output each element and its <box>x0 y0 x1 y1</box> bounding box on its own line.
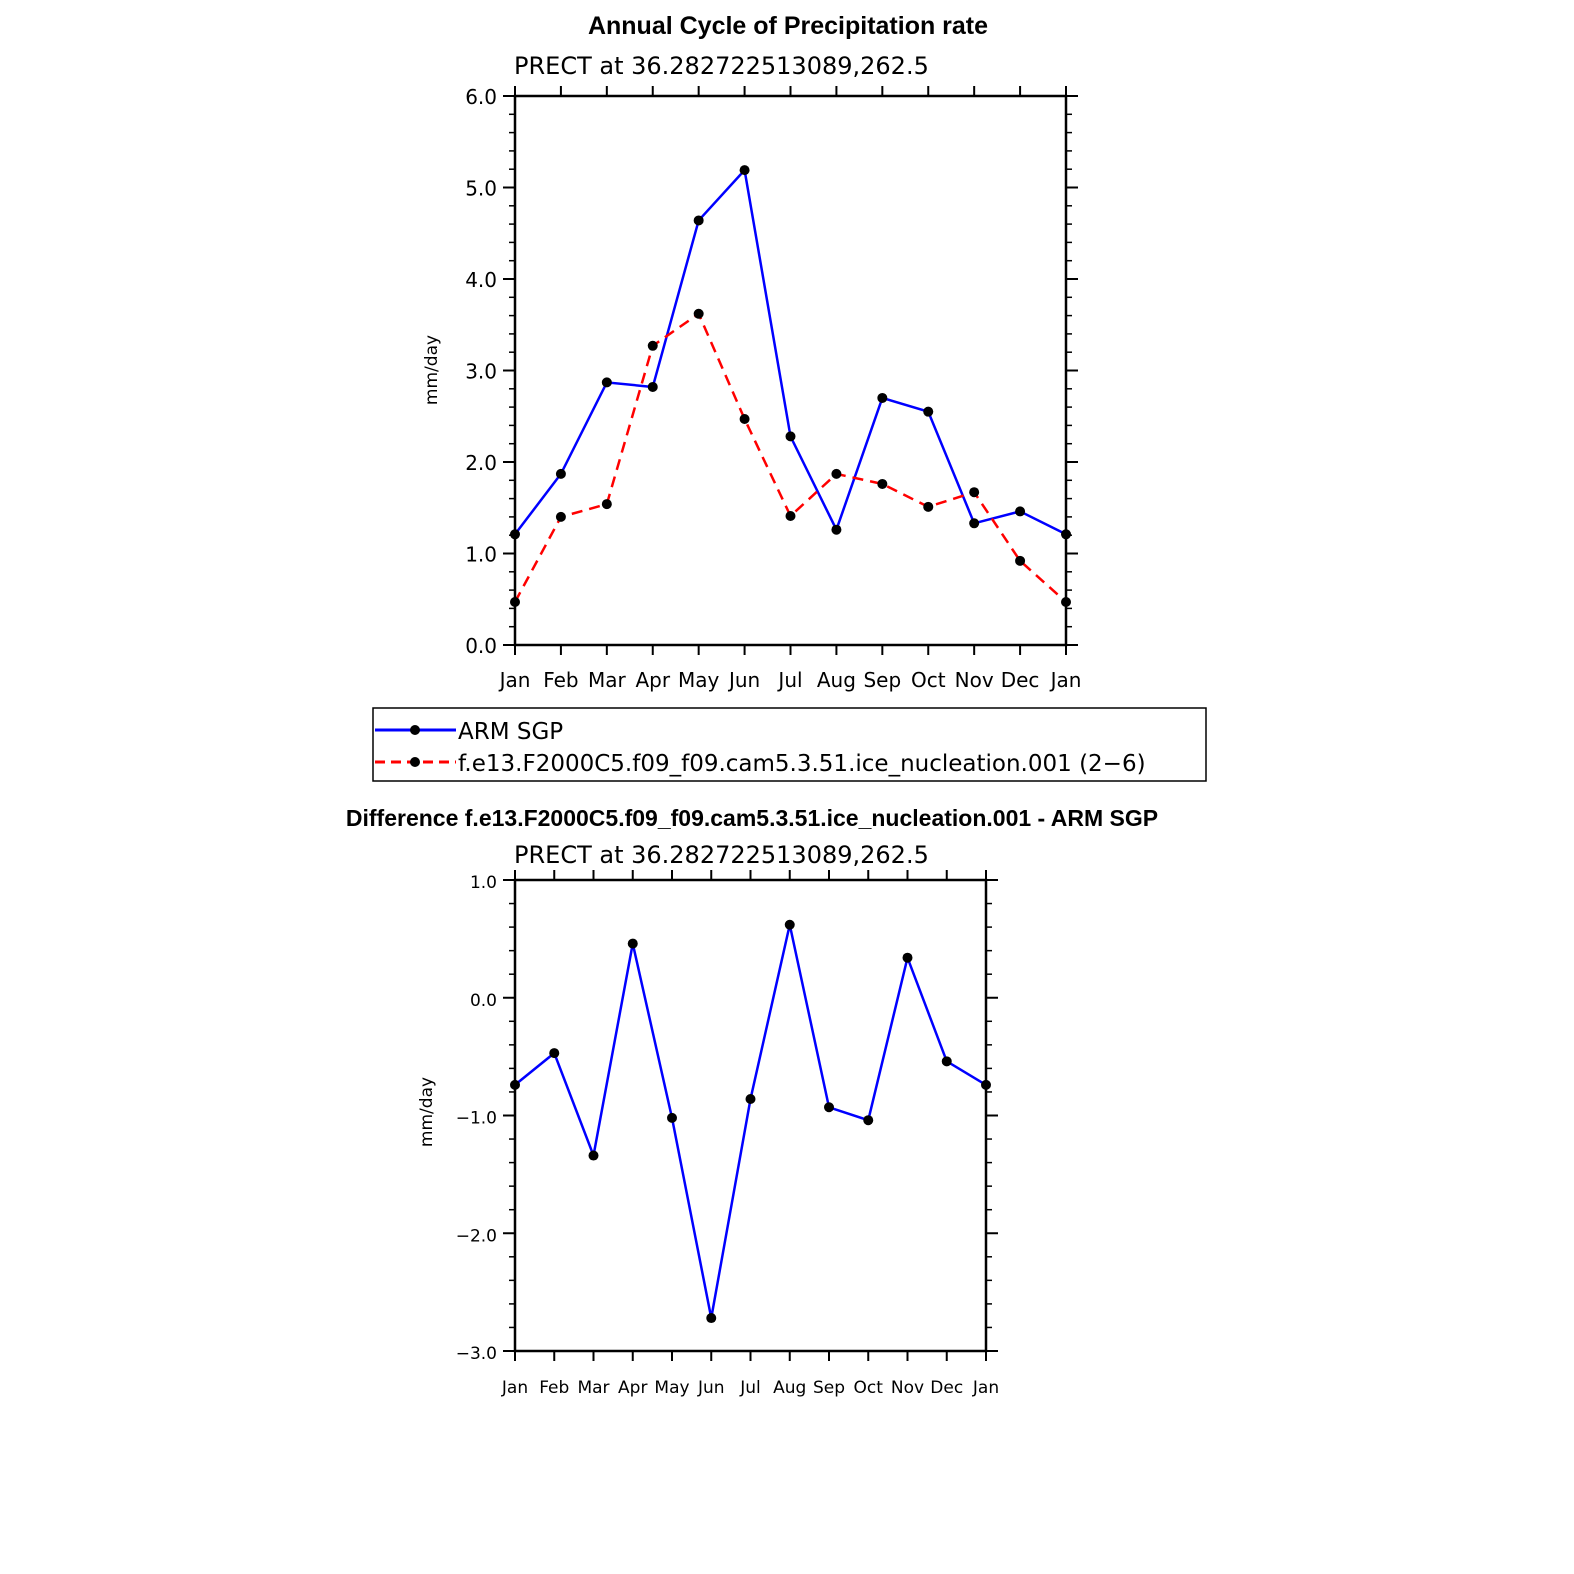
chart0-point-0 <box>739 165 750 176</box>
chart0-xtick-label: Apr <box>635 668 670 692</box>
chart0-point-0 <box>969 518 980 529</box>
chart0-point-0 <box>555 468 566 479</box>
chart0-xtick-label: Aug <box>817 668 856 692</box>
chart0-series-line-0 <box>514 167 1067 536</box>
chart2-ylabel: mm/day <box>417 1077 437 1147</box>
chart1-xtick-label: Sep <box>813 1378 845 1398</box>
chart0-point-1 <box>785 510 796 521</box>
legend-arm-marker <box>410 725 420 735</box>
chart0-point-0 <box>1061 529 1071 540</box>
chart0-xtick-label: Jul <box>776 668 802 692</box>
chart1-ytick-label: −2.0 <box>456 1226 497 1246</box>
chart0-xtick-label: Jan <box>1049 668 1082 692</box>
chart0-point-1 <box>1061 596 1071 607</box>
chart0-point-1 <box>510 596 520 607</box>
chart2-plot: Jan Feb Mar Apr May Jun Jul Aug Sep Oct Nov Dec Jan−… <box>456 870 999 1398</box>
chart0-point-1 <box>739 413 750 424</box>
chart0-xtick-label: Mar <box>588 668 627 692</box>
chart1-point-0 <box>745 1094 756 1105</box>
chart1-point-0 <box>549 1048 560 1059</box>
chart1-point-0 <box>902 952 913 963</box>
chart0-xtick-label: May <box>678 668 720 692</box>
legend: ARM SGP f.e13.F2000C5.f09_f09.cam5.3.51.… <box>372 707 1207 782</box>
chart1-title: Annual Cycle of Precipitation rate <box>588 12 988 40</box>
chart1-point-0 <box>588 1150 599 1161</box>
chart0-ytick-label: 0.0 <box>465 634 497 658</box>
chart1-series-line-0 <box>514 924 987 1319</box>
chart1-xtick-label: Dec <box>930 1378 963 1398</box>
chart0-frame <box>513 94 1068 647</box>
chart1-xtick-label: Mar <box>577 1378 609 1398</box>
chart1-plot: Jan Feb Mar Apr May Jun Jul Aug Sep Oct Nov Dec Jan0… <box>465 85 1081 692</box>
chart0-point-1 <box>923 501 934 512</box>
chart1-xtick-label: Jan <box>972 1378 999 1398</box>
chart0-point-1 <box>1015 555 1026 566</box>
chart1-ytick-label: 0.0 <box>470 991 497 1011</box>
chart0-ytick-label: 3.0 <box>465 360 497 384</box>
chart0-point-0 <box>647 381 658 392</box>
chart0-ytick-label: 4.0 <box>465 268 497 292</box>
chart0-ytick-label: 2.0 <box>465 451 497 475</box>
chart0-xtick-label: Oct <box>911 668 946 692</box>
chart0-xtick-label: Nov <box>955 668 994 692</box>
chart0-ytick-label: 5.0 <box>465 177 497 201</box>
chart1-xtick-label: Apr <box>618 1378 647 1398</box>
chart1-ytick-label: 1.0 <box>470 873 497 893</box>
chart0-point-1 <box>601 499 612 510</box>
chart0-ytick-label: 6.0 <box>465 85 497 109</box>
chart0-point-1 <box>877 478 888 489</box>
chart1-xtick-label: Oct <box>854 1378 884 1398</box>
chart0-point-0 <box>1015 506 1026 517</box>
chart2-subtitle: PRECT at 36.282722513089,262.5 <box>514 841 929 869</box>
chart1-ylabel: mm/day <box>422 335 442 405</box>
chart1-point-0 <box>941 1056 952 1067</box>
chart0-xtick-label: Dec <box>1001 668 1040 692</box>
legend-arm-label: ARM SGP <box>458 719 563 745</box>
chart1-frame <box>513 878 988 1353</box>
chart1-point-0 <box>824 1102 834 1113</box>
chart1-xtick-label: Jul <box>739 1378 761 1398</box>
chart1-point-0 <box>510 1079 520 1090</box>
legend-box <box>372 707 1207 782</box>
chart0-point-0 <box>923 406 934 417</box>
chart1-xtick-label: Jan <box>501 1378 528 1398</box>
chart0-point-1 <box>555 511 566 522</box>
chart1-xtick-label: Jun <box>697 1378 725 1398</box>
chart1-subtitle: PRECT at 36.282722513089,262.5 <box>514 52 929 80</box>
chart0-point-1 <box>831 468 842 479</box>
chart1-xtick-label: May <box>654 1378 689 1398</box>
chart0-xtick-label: Feb <box>543 668 578 692</box>
legend-model-label: f.e13.F2000C5.f09_f09.cam5.3.51.ice_nucl… <box>458 751 1146 777</box>
chart1-xtick-label: Nov <box>891 1378 924 1398</box>
chart0-ytick-label: 1.0 <box>465 543 497 567</box>
chart0-point-0 <box>877 392 888 403</box>
chart1-point-0 <box>863 1115 874 1126</box>
chart1-point-0 <box>627 938 638 949</box>
chart1-point-0 <box>981 1079 991 1090</box>
chart0-point-1 <box>647 340 658 351</box>
chart1-xtick-label: Feb <box>539 1378 569 1398</box>
chart0-point-0 <box>785 431 796 442</box>
chart1-point-0 <box>706 1313 717 1324</box>
chart2-title: Difference f.e13.F2000C5.f09_f09.cam5.3.… <box>346 805 1158 831</box>
chart0-point-0 <box>601 377 612 388</box>
chart0-xtick-label: Jan <box>498 668 531 692</box>
chart1-point-0 <box>784 919 795 930</box>
chart1-point-0 <box>667 1112 677 1123</box>
chart0-xtick-label: Sep <box>863 668 901 692</box>
chart0-point-0 <box>831 524 842 535</box>
legend-model-marker <box>410 757 420 767</box>
chart1-ytick-label: −3.0 <box>456 1344 497 1364</box>
chart0-series-line-1 <box>513 311 1067 603</box>
chart0-point-0 <box>693 215 704 226</box>
chart0-point-0 <box>510 529 520 540</box>
chart0-point-1 <box>693 308 704 319</box>
chart0-point-1 <box>969 487 980 498</box>
chart1-ytick-label: −1.0 <box>456 1109 497 1129</box>
chart0-xtick-label: Jun <box>727 668 760 692</box>
chart1-xtick-label: Aug <box>773 1378 806 1398</box>
